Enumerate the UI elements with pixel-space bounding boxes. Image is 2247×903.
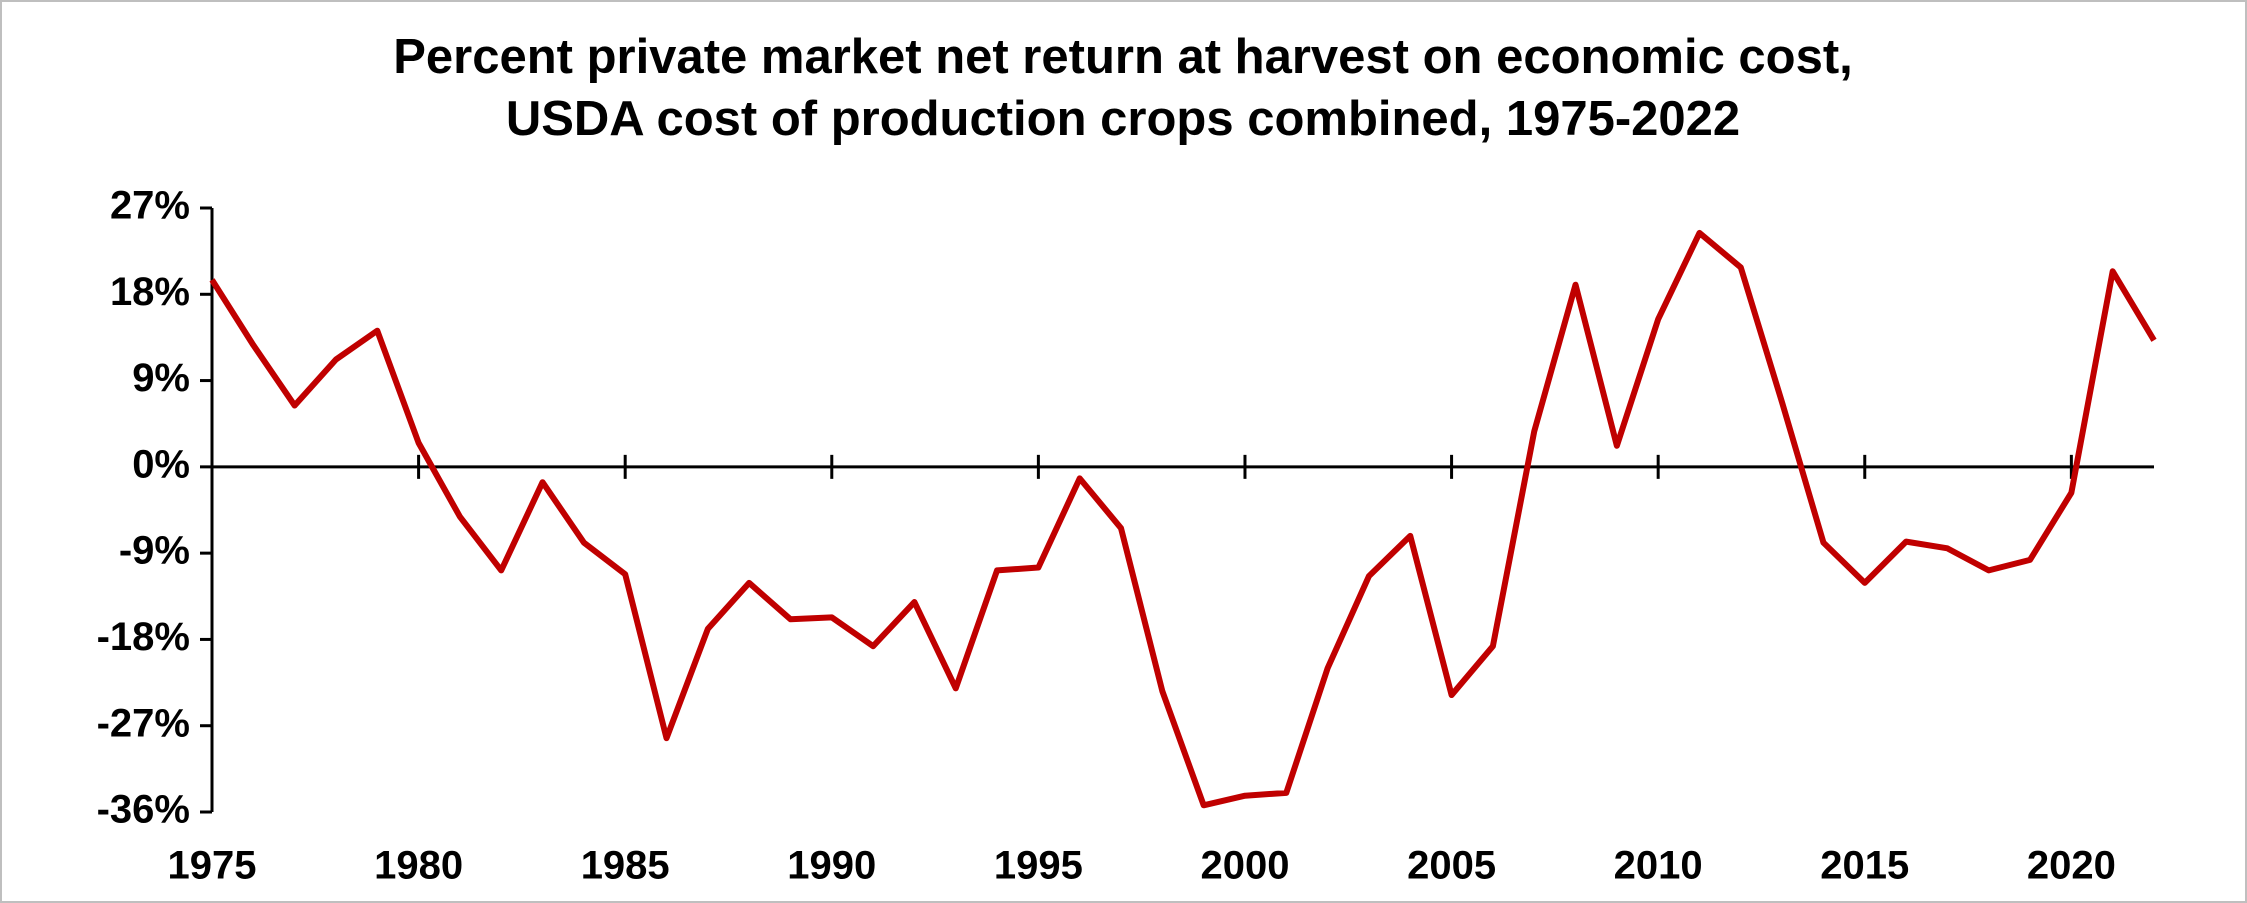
x-tick-label: 2015 bbox=[1820, 844, 1909, 888]
y-tick-label: -27% bbox=[97, 701, 190, 745]
x-tick-label: 2020 bbox=[2027, 844, 2116, 888]
x-tick-label: 2005 bbox=[1407, 844, 1496, 888]
y-tick-label: -18% bbox=[97, 615, 190, 659]
chart-title: Percent private market net return at har… bbox=[393, 30, 1853, 84]
y-tick-label: 9% bbox=[132, 356, 190, 400]
y-tick-label: -36% bbox=[97, 788, 190, 832]
chart-title: USDA cost of production crops combined, … bbox=[506, 92, 1740, 146]
y-tick-label: -9% bbox=[119, 529, 190, 573]
x-tick-label: 1975 bbox=[168, 844, 257, 888]
y-tick-label: 0% bbox=[132, 442, 190, 486]
y-tick-label: 27% bbox=[110, 184, 190, 228]
x-tick-label: 1985 bbox=[581, 844, 670, 888]
x-tick-label: 1990 bbox=[787, 844, 876, 888]
y-tick-label: 18% bbox=[110, 270, 190, 314]
x-tick-label: 1980 bbox=[374, 844, 463, 888]
data-line bbox=[209, 229, 2157, 809]
x-tick-label: 2000 bbox=[1200, 844, 1289, 888]
x-tick-label: 1995 bbox=[994, 844, 1083, 888]
x-tick-label: 2010 bbox=[1614, 844, 1703, 888]
